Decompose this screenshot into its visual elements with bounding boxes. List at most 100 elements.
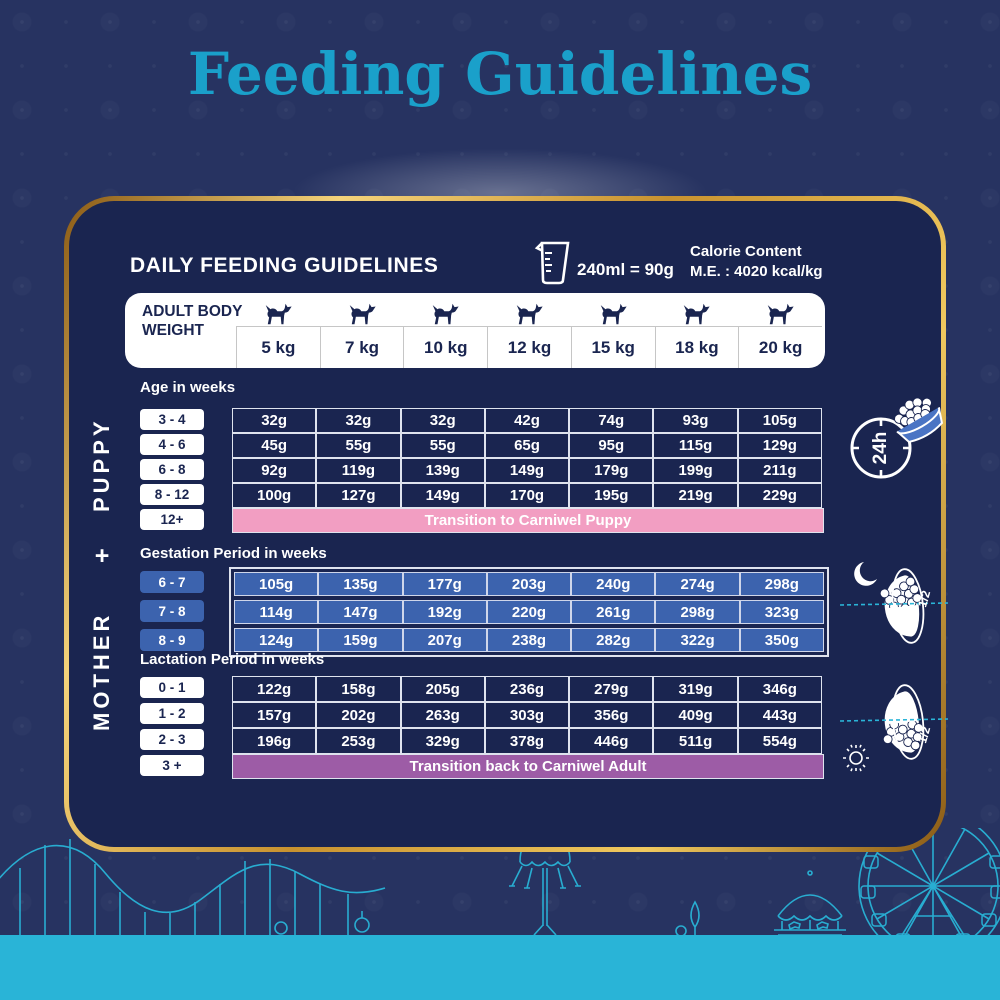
dog-icon bbox=[516, 303, 543, 325]
amount-cell: 329g bbox=[400, 728, 485, 754]
gestation-row: 105g 135g 177g 203g 240g 274g 298g bbox=[234, 572, 824, 596]
24h-label: 24h bbox=[870, 432, 891, 465]
dog-icon bbox=[600, 303, 627, 325]
weight-label: 20 kg bbox=[738, 326, 822, 368]
amount-cell: 149g bbox=[484, 458, 570, 483]
amount-cell: 443g bbox=[737, 702, 822, 728]
amount-cell: 196g bbox=[232, 728, 317, 754]
age-pill: 3 + bbox=[140, 755, 204, 776]
age-pill: 3 - 4 bbox=[140, 409, 204, 430]
weight-columns: 5 kg 7 kg 10 kg 12 kg 15 kg 18 kg 20 kg bbox=[236, 295, 822, 368]
lactation-week-pills: 0 - 1 1 - 2 2 - 3 3 + bbox=[140, 677, 204, 781]
weight-label: 10 kg bbox=[403, 326, 488, 368]
calorie-line2: M.E. : 4020 kcal/kg bbox=[690, 263, 823, 280]
footer-teal-bar bbox=[0, 935, 1000, 1000]
amount-cell: 42g bbox=[484, 408, 570, 433]
amount-cell: 346g bbox=[737, 676, 822, 702]
amount-cell: 207g bbox=[402, 628, 487, 652]
amount-cell: 147g bbox=[318, 600, 403, 624]
weight-label: 18 kg bbox=[654, 326, 739, 368]
amount-cell: 322g bbox=[655, 628, 740, 652]
gestation-feeding-table: 105g 135g 177g 203g 240g 274g 298g 114g 147g 192g… bbox=[229, 567, 829, 657]
amount-cell: 319g bbox=[653, 676, 738, 702]
moon-icon bbox=[854, 562, 877, 586]
measuring-cup-icon bbox=[534, 241, 570, 285]
adult-body-weight-label: ADULT BODY WEIGHT bbox=[142, 303, 243, 339]
amount-cell: 100g bbox=[232, 483, 317, 508]
amount-cell: 124g bbox=[234, 628, 319, 652]
amount-cell: 135g bbox=[318, 572, 403, 596]
puppy-section-label: PUPPY bbox=[89, 417, 114, 513]
age-pill: 6 - 8 bbox=[140, 459, 204, 480]
amount-cell: 211g bbox=[737, 458, 822, 483]
dog-icon-wrap bbox=[320, 295, 404, 326]
amount-cell: 114g bbox=[234, 600, 319, 624]
amount-cell: 323g bbox=[739, 600, 824, 624]
amount-cell: 253g bbox=[316, 728, 401, 754]
weight-column: 15 kg bbox=[570, 295, 655, 368]
amount-cell: 303g bbox=[484, 702, 570, 728]
amount-cell: 122g bbox=[232, 676, 317, 702]
weight-column: 20 kg bbox=[738, 295, 822, 368]
dog-icon bbox=[684, 303, 711, 325]
panel-heading: DAILY FEEDING GUIDELINES bbox=[130, 254, 439, 277]
amount-cell: 93g bbox=[653, 408, 738, 433]
amount-cell: 229g bbox=[737, 483, 822, 508]
half-portion-label-day: 1/2 bbox=[915, 725, 933, 745]
amount-cell: 298g bbox=[655, 600, 740, 624]
dog-icon-wrap bbox=[236, 295, 320, 326]
lactation-heading: Lactation Period in weeks bbox=[140, 651, 325, 668]
amount-cell: 220g bbox=[486, 600, 572, 624]
amount-cell: 92g bbox=[232, 458, 317, 483]
puppy-feeding-table: 32g 32g 32g 42g 74g 93g 105g 45g 55g 55g 65g 95g 115… bbox=[232, 408, 822, 508]
half-portion-label-night: 1/2 bbox=[915, 589, 933, 609]
amount-cell: 149g bbox=[400, 483, 485, 508]
ferris-gondolas bbox=[860, 855, 1000, 935]
amount-cell: 203g bbox=[486, 572, 572, 596]
amount-cell: 32g bbox=[400, 408, 485, 433]
amount-cell: 446g bbox=[569, 728, 654, 754]
amount-cell: 32g bbox=[232, 408, 317, 433]
gestation-week-pills: 6 - 7 7 - 8 8 - 9 bbox=[140, 571, 204, 658]
amount-cell: 511g bbox=[653, 728, 738, 754]
weight-column: 10 kg bbox=[403, 295, 488, 368]
kibble-bowl-icon bbox=[894, 397, 944, 444]
dog-icon bbox=[433, 303, 459, 325]
dog-icon bbox=[349, 303, 376, 325]
amount-cell: 409g bbox=[653, 702, 738, 728]
amount-cell: 65g bbox=[484, 433, 570, 458]
amount-cell: 95g bbox=[569, 433, 654, 458]
amount-cell: 282g bbox=[571, 628, 656, 652]
24h-clock-icon: 24h bbox=[850, 397, 944, 479]
weight-label: 15 kg bbox=[570, 326, 655, 368]
amount-cell: 219g bbox=[653, 483, 738, 508]
amount-cell: 202g bbox=[316, 702, 401, 728]
age-pill: 7 - 8 bbox=[140, 600, 204, 622]
calorie-content: Calorie Content M.E. : 4020 kcal/kg bbox=[690, 242, 823, 282]
age-pill: 8 - 12 bbox=[140, 484, 204, 505]
calorie-line1: Calorie Content bbox=[690, 243, 802, 260]
amount-cell: 158g bbox=[316, 676, 401, 702]
amount-cell: 32g bbox=[316, 408, 401, 433]
amount-cell: 356g bbox=[569, 702, 654, 728]
amount-cell: 199g bbox=[653, 458, 738, 483]
weight-column: 7 kg bbox=[319, 295, 404, 368]
age-pill: 4 - 6 bbox=[140, 434, 204, 455]
half-bowl-day-icon: 1/2 bbox=[839, 684, 949, 772]
adult-weight-header: ADULT BODY WEIGHT 5 kg 7 kg 10 kg 12 kg 15 k… bbox=[125, 293, 825, 368]
mother-plus-sign: + bbox=[94, 542, 110, 570]
amount-cell: 192g bbox=[402, 600, 487, 624]
amount-cell: 157g bbox=[232, 702, 317, 728]
lactation-feeding-table: 122g 158g 205g 236g 279g 319g 346g 157g 202g 263g… bbox=[232, 676, 822, 754]
amount-cell: 378g bbox=[484, 728, 570, 754]
half-bowl-night-icon: 1/2 bbox=[839, 562, 949, 644]
weight-column: 5 kg bbox=[236, 295, 320, 368]
gestation-row: 124g 159g 207g 238g 282g 322g 350g bbox=[234, 628, 824, 652]
dog-icon-wrap bbox=[655, 295, 739, 326]
amount-cell: 238g bbox=[486, 628, 572, 652]
amount-cell: 240g bbox=[571, 572, 656, 596]
weight-label: 5 kg bbox=[236, 326, 320, 368]
amount-cell: 236g bbox=[484, 676, 570, 702]
amount-cell: 170g bbox=[484, 483, 570, 508]
